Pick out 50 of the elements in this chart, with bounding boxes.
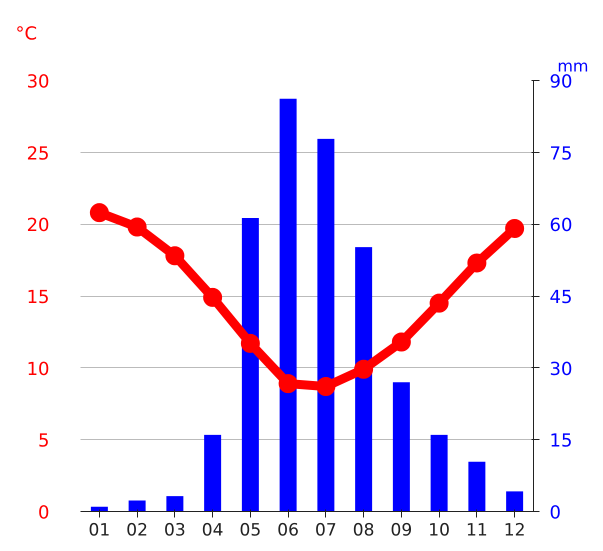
y-tick-label: 25 [26,143,50,164]
x-tick-label: 03 [164,520,186,540]
y2-tick-label: 0 [550,502,561,524]
bar [242,218,259,512]
x-tick-label: 02 [126,520,148,540]
x-tick-label: 07 [315,520,337,540]
x-tick-label: 04 [202,520,224,540]
x-tick-label: 10 [428,520,450,540]
x-tick-label: 12 [504,520,526,540]
point [505,218,524,238]
bar [355,247,372,512]
point [90,203,109,222]
point [278,374,298,394]
point [128,218,147,237]
y2-tick-label: 30 [550,358,572,380]
y-axis-title: °C [16,24,38,44]
point [203,288,222,307]
y2-tick-label: 15 [550,430,572,452]
bar [317,138,334,512]
bar [128,500,146,512]
point [392,332,411,352]
bar [90,506,108,512]
bar [280,98,297,512]
point [316,377,336,396]
y2-tick-label: 60 [550,215,572,236]
bar [430,434,448,512]
bar [166,496,184,512]
y-tick-label: 10 [26,358,50,380]
y-tick-label: 30 [26,72,50,92]
bar [204,434,222,512]
y2-tick-label: 45 [550,287,572,308]
bar [506,491,524,512]
x-tick-label: 09 [390,520,412,540]
y2-tick-label: 75 [550,143,572,164]
x-tick-label: 11 [466,520,488,540]
bar [468,462,486,512]
point [467,253,486,272]
point [165,246,184,266]
point [240,334,260,353]
x-tick-label: 05 [240,520,262,540]
point [354,360,374,379]
y-tick-label: 20 [26,215,50,236]
y-tick-label: 5 [38,430,50,452]
y-tick-label: 0 [38,502,50,524]
x-tick-label: 01 [88,520,110,540]
point [430,294,449,313]
bar [392,382,410,512]
y-tick-label: 15 [26,287,50,308]
x-tick-label: 08 [352,520,374,540]
x-tick-label: 06 [277,520,299,540]
